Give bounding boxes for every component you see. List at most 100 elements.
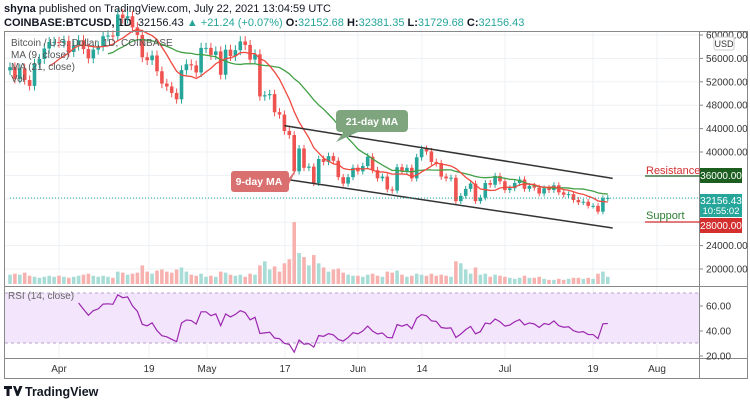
volume-bar	[214, 276, 218, 284]
currency-text: USD	[714, 39, 734, 49]
ma9-line	[48, 28, 608, 203]
candle-body	[537, 187, 541, 194]
candle-body	[316, 159, 321, 184]
volume-bar	[390, 272, 394, 284]
volume-bar	[307, 265, 311, 284]
price-tick-label: 24000.00	[706, 241, 748, 252]
candle-body	[508, 188, 512, 191]
candle-body	[101, 36, 105, 47]
volume-bar	[336, 268, 341, 284]
trendlines[interactable]	[279, 124, 613, 229]
ma9-callout-text: 9-day MA	[236, 176, 283, 188]
volume-bar	[184, 271, 189, 284]
candle-body	[233, 50, 238, 57]
price-tick-label: 20000.00	[706, 265, 748, 276]
ma9-callout: 9-day MA	[231, 168, 297, 192]
price-tick-label: 52000.00	[706, 77, 748, 88]
volume-bar	[439, 274, 443, 284]
current-price-tag	[700, 194, 742, 217]
candle-body	[160, 71, 164, 84]
candle-body	[463, 188, 468, 196]
candle-body	[111, 35, 115, 37]
candle-body	[287, 130, 292, 136]
candle-body	[76, 40, 81, 46]
volume-bar	[473, 267, 478, 284]
volume-bar	[414, 273, 419, 284]
volume-bar	[341, 272, 345, 284]
candle-body	[596, 205, 600, 212]
volume-bar	[395, 270, 399, 284]
price-axis[interactable]: 60000.00 56000.00 52000.00 48000.00 44000.00…	[699, 31, 748, 276]
volume-bar	[76, 275, 81, 284]
candle-body	[424, 149, 429, 152]
candle-body	[449, 177, 453, 179]
volume-bar	[365, 274, 370, 284]
support-label: Support	[646, 210, 685, 222]
volume-bar	[194, 275, 198, 284]
close-label: C:	[466, 17, 479, 29]
high-label: H:	[346, 17, 359, 29]
volume-bar	[218, 271, 223, 284]
time-axis[interactable]: Apr 19 May 17 Jun 14 Jul 19 Aug	[51, 364, 666, 375]
price-tick-label: 56000.00	[706, 54, 748, 65]
time-tick-label: Jun	[350, 364, 366, 375]
candle-body	[86, 49, 91, 59]
candle-body	[370, 156, 375, 171]
publisher-name: shyna	[4, 3, 36, 15]
volume-bar	[454, 261, 458, 284]
candle-body	[106, 35, 110, 37]
volume-bar	[331, 269, 336, 284]
candle-body	[601, 198, 605, 212]
support-price-text: 28000.00	[700, 221, 742, 232]
candle-body	[52, 42, 56, 44]
svg-text:TradingView: TradingView	[25, 385, 99, 399]
volume-bar	[287, 259, 292, 284]
volume-bar	[263, 261, 267, 284]
time-tick-label: Aug	[648, 364, 666, 375]
close-value: 32156.43	[478, 17, 525, 29]
low-label: L:	[407, 17, 418, 29]
volume-bar	[18, 274, 22, 284]
candle-body	[42, 48, 47, 59]
rsi-band	[5, 293, 699, 343]
volume-bar	[228, 274, 233, 284]
volume-bar	[571, 277, 576, 284]
volume-bar	[22, 272, 27, 284]
volume-bar	[434, 275, 439, 284]
open-label: O:	[285, 17, 299, 29]
price-tick-label: 48000.00	[706, 101, 748, 112]
volume-bar	[449, 276, 453, 284]
candle-body	[444, 176, 448, 179]
currency-button[interactable]	[713, 36, 735, 51]
candle-body	[22, 68, 27, 81]
last-price: 32156.43	[137, 17, 184, 29]
publish-info: published on TradingView.com, July 22, 2…	[38, 3, 331, 15]
candle-body	[267, 94, 272, 96]
volume-bar	[522, 275, 527, 284]
time-tick-label: 17	[279, 364, 291, 375]
candle-body	[228, 49, 233, 57]
candle-body	[512, 183, 517, 189]
candle-body	[277, 112, 282, 115]
candle-body	[400, 167, 404, 172]
candle-body	[204, 47, 208, 49]
candle-body	[527, 185, 532, 189]
volume-bar	[52, 276, 56, 284]
support-price-tag	[700, 218, 742, 233]
volume-bar	[400, 274, 404, 284]
volume-bar	[566, 278, 571, 284]
candle-body	[130, 16, 135, 28]
ma21-line	[107, 39, 608, 195]
volume-bar	[463, 269, 468, 284]
candle-body	[199, 47, 203, 73]
volume-bar	[155, 270, 159, 284]
candle-body	[292, 135, 296, 172]
volume-bar	[429, 273, 434, 284]
channel-trendline	[279, 177, 613, 229]
candle-body	[91, 49, 96, 59]
volume-bar	[169, 272, 174, 284]
volume-bar	[111, 277, 115, 284]
volume-bars	[8, 222, 610, 284]
ma21-callout: 21-day MA	[336, 110, 408, 142]
